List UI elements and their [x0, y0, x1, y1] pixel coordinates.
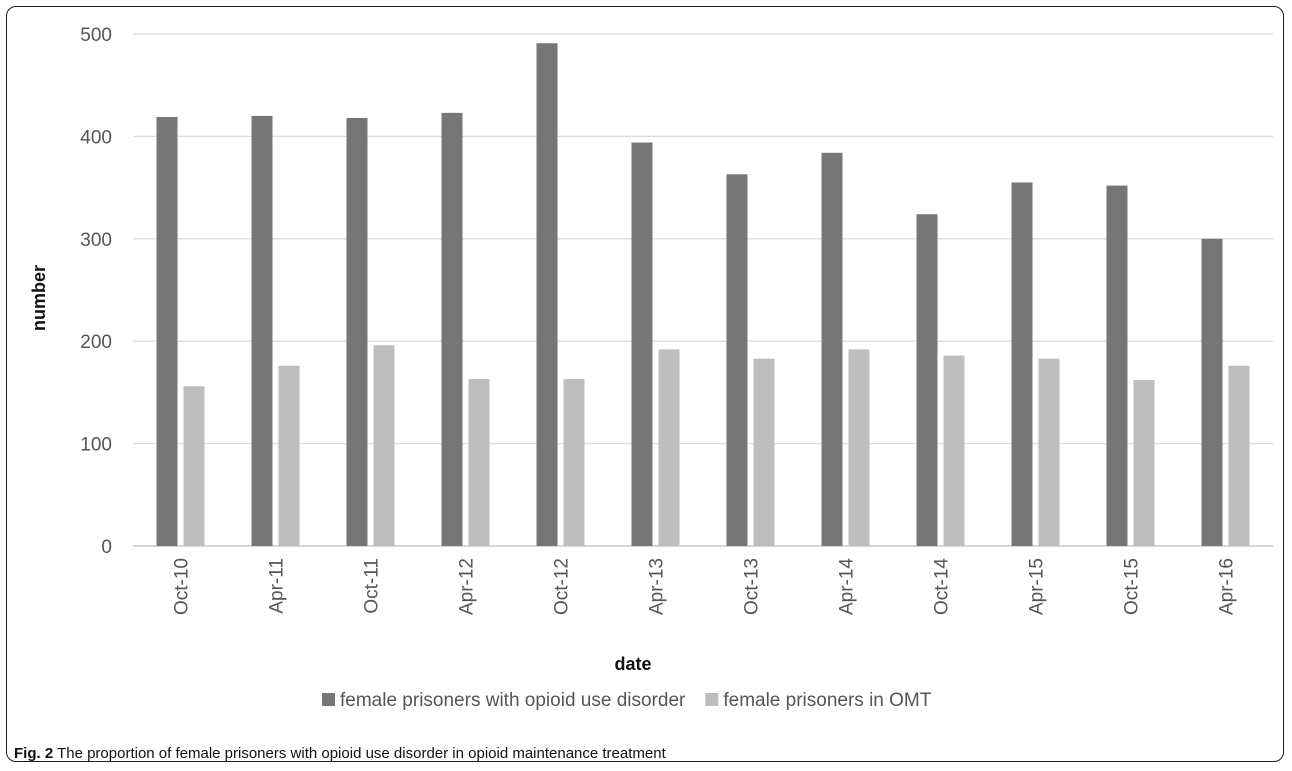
x-tick-label: Apr-16	[1217, 558, 1238, 615]
x-tick-label: Oct-14	[932, 558, 953, 615]
y-tick-label: 500	[80, 25, 112, 46]
bar-omt-apr-16	[1228, 365, 1250, 546]
bar-omt-apr-11	[278, 365, 300, 546]
legend: female prisoners with opioid use disorde…	[322, 690, 932, 711]
x-tick-label: Apr-15	[1027, 558, 1048, 615]
bar-opioid-use-disorder-apr-16	[1201, 238, 1223, 547]
y-tick-label: 300	[80, 230, 112, 251]
x-tick-label: Apr-11	[267, 558, 288, 614]
bar-omt-oct-10	[183, 386, 205, 546]
bar-opioid-use-disorder-oct-12	[536, 43, 558, 546]
bar-opioid-use-disorder-apr-13	[631, 142, 653, 546]
bar-omt-apr-15	[1038, 358, 1060, 546]
x-tick-label: Oct-12	[552, 558, 573, 615]
bar-opioid-use-disorder-oct-10	[156, 116, 178, 546]
legend-swatch	[705, 693, 719, 706]
bar-omt-oct-11	[373, 345, 395, 546]
x-tick-label: Apr-13	[647, 558, 668, 615]
bar-omt-oct-15	[1133, 380, 1155, 546]
gridlines	[133, 33, 1273, 547]
x-tick-label: Oct-13	[742, 558, 763, 615]
x-tick-labels: Oct-10 Apr-11 Oct-11 Apr-12 Oct-12 Apr-13 Oct-…	[172, 558, 1238, 615]
bar-omt-apr-13	[658, 349, 680, 546]
bar-opioid-use-disorder-oct-11	[346, 117, 368, 546]
caption-text: The proportion of female prisoners with …	[57, 745, 666, 762]
y-tick-labels: 0 100 200 300 400 500	[80, 25, 112, 558]
bar-omt-oct-13	[753, 358, 775, 546]
bars	[156, 43, 1250, 547]
x-tick-label: Oct-15	[1122, 558, 1143, 615]
x-tick-label: Oct-10	[172, 558, 193, 615]
figure-caption: Fig. 2 The proportion of female prisoner…	[14, 745, 666, 762]
bar-opioid-use-disorder-apr-14	[821, 152, 843, 546]
bar-omt-apr-14	[848, 349, 870, 546]
y-tick-label: 0	[101, 537, 112, 558]
bar-opioid-use-disorder-oct-13	[726, 174, 748, 546]
caption-label: Fig. 2	[14, 745, 54, 762]
y-tick-label: 100	[80, 435, 112, 456]
x-tick-label: Oct-11	[362, 558, 383, 614]
bar-opioid-use-disorder-apr-11	[251, 115, 273, 547]
legend-label: female prisoners with opioid use disorde…	[340, 690, 686, 711]
bar-omt-oct-14	[943, 355, 965, 546]
x-tick-label: Apr-12	[457, 558, 478, 615]
legend-label: female prisoners in OMT	[723, 690, 931, 711]
x-tick-label: Apr-14	[837, 558, 858, 615]
bar-opioid-use-disorder-apr-12	[441, 112, 463, 547]
bar-omt-oct-12	[563, 379, 585, 546]
bar-opioid-use-disorder-oct-15	[1106, 185, 1128, 546]
bar-omt-apr-12	[468, 379, 490, 546]
legend-swatch	[322, 693, 335, 706]
y-tick-label: 400	[80, 127, 112, 148]
bar-opioid-use-disorder-oct-14	[916, 214, 938, 546]
bar-opioid-use-disorder-apr-15	[1011, 182, 1033, 547]
y-axis-label: number	[29, 265, 49, 331]
y-tick-label: 200	[80, 332, 112, 353]
x-axis-label: date	[614, 654, 651, 674]
